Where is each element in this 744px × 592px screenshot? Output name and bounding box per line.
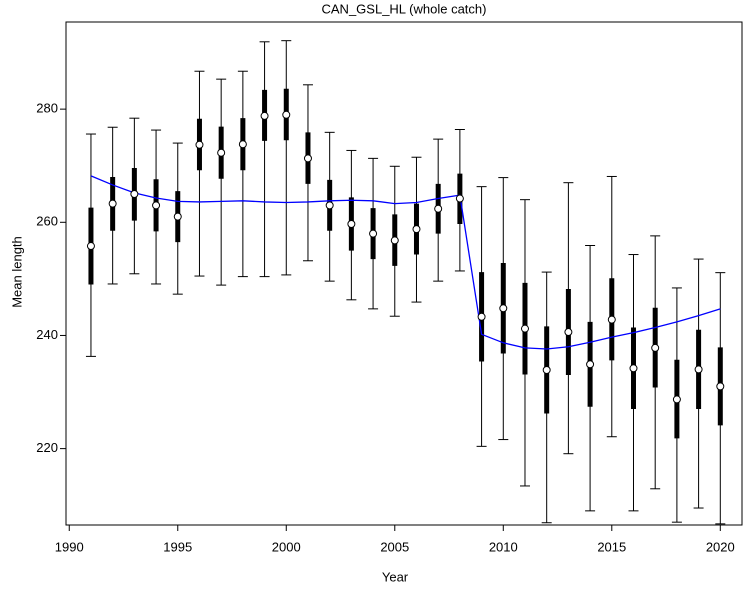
mean-point bbox=[303, 154, 312, 163]
mean-point bbox=[542, 365, 551, 374]
mean-point bbox=[672, 395, 681, 404]
mean-point bbox=[477, 312, 486, 321]
y-tick-label: 280 bbox=[36, 101, 58, 116]
mean-point bbox=[629, 364, 638, 373]
mean-point bbox=[716, 382, 725, 391]
mean-point bbox=[217, 148, 226, 157]
x-tick-label: 2005 bbox=[380, 539, 409, 554]
mean-point bbox=[130, 190, 139, 199]
x-tick-label: 2020 bbox=[706, 539, 735, 554]
mean-point bbox=[520, 324, 529, 333]
mean-point bbox=[347, 219, 356, 228]
mean-point bbox=[369, 229, 378, 238]
y-tick-label: 240 bbox=[36, 327, 58, 342]
mean-point bbox=[108, 199, 117, 208]
mean-point bbox=[412, 225, 421, 234]
x-tick-label: 2010 bbox=[489, 539, 518, 554]
y-axis-label: Mean length bbox=[9, 236, 24, 308]
mean-point bbox=[195, 140, 204, 149]
mean-point bbox=[607, 315, 616, 324]
x-tick-label: 1990 bbox=[55, 539, 84, 554]
x-tick-label: 2015 bbox=[597, 539, 626, 554]
mean-point bbox=[586, 360, 595, 369]
x-axis-label: Year bbox=[382, 569, 409, 584]
y-tick-label: 220 bbox=[36, 440, 58, 455]
mean-point bbox=[455, 194, 464, 203]
mean-point bbox=[694, 365, 703, 374]
mean-point bbox=[238, 140, 247, 149]
mean-point bbox=[86, 242, 95, 251]
mean-point bbox=[651, 343, 660, 352]
x-tick-label: 2000 bbox=[272, 539, 301, 554]
mean-point bbox=[173, 212, 182, 221]
mean-point bbox=[325, 201, 334, 210]
y-tick-label: 260 bbox=[36, 214, 58, 229]
mean-point bbox=[499, 304, 508, 313]
plot-frame bbox=[65, 21, 743, 526]
mean-point bbox=[152, 201, 161, 210]
chart-title: CAN_GSL_HL (whole catch) bbox=[322, 1, 487, 16]
mean-point bbox=[434, 204, 443, 213]
mean-point bbox=[390, 236, 399, 245]
mean-point bbox=[564, 328, 573, 337]
mean-point bbox=[260, 111, 269, 120]
fit-line bbox=[90, 175, 721, 350]
x-tick-label: 1995 bbox=[163, 539, 192, 554]
mean-point bbox=[282, 110, 291, 119]
